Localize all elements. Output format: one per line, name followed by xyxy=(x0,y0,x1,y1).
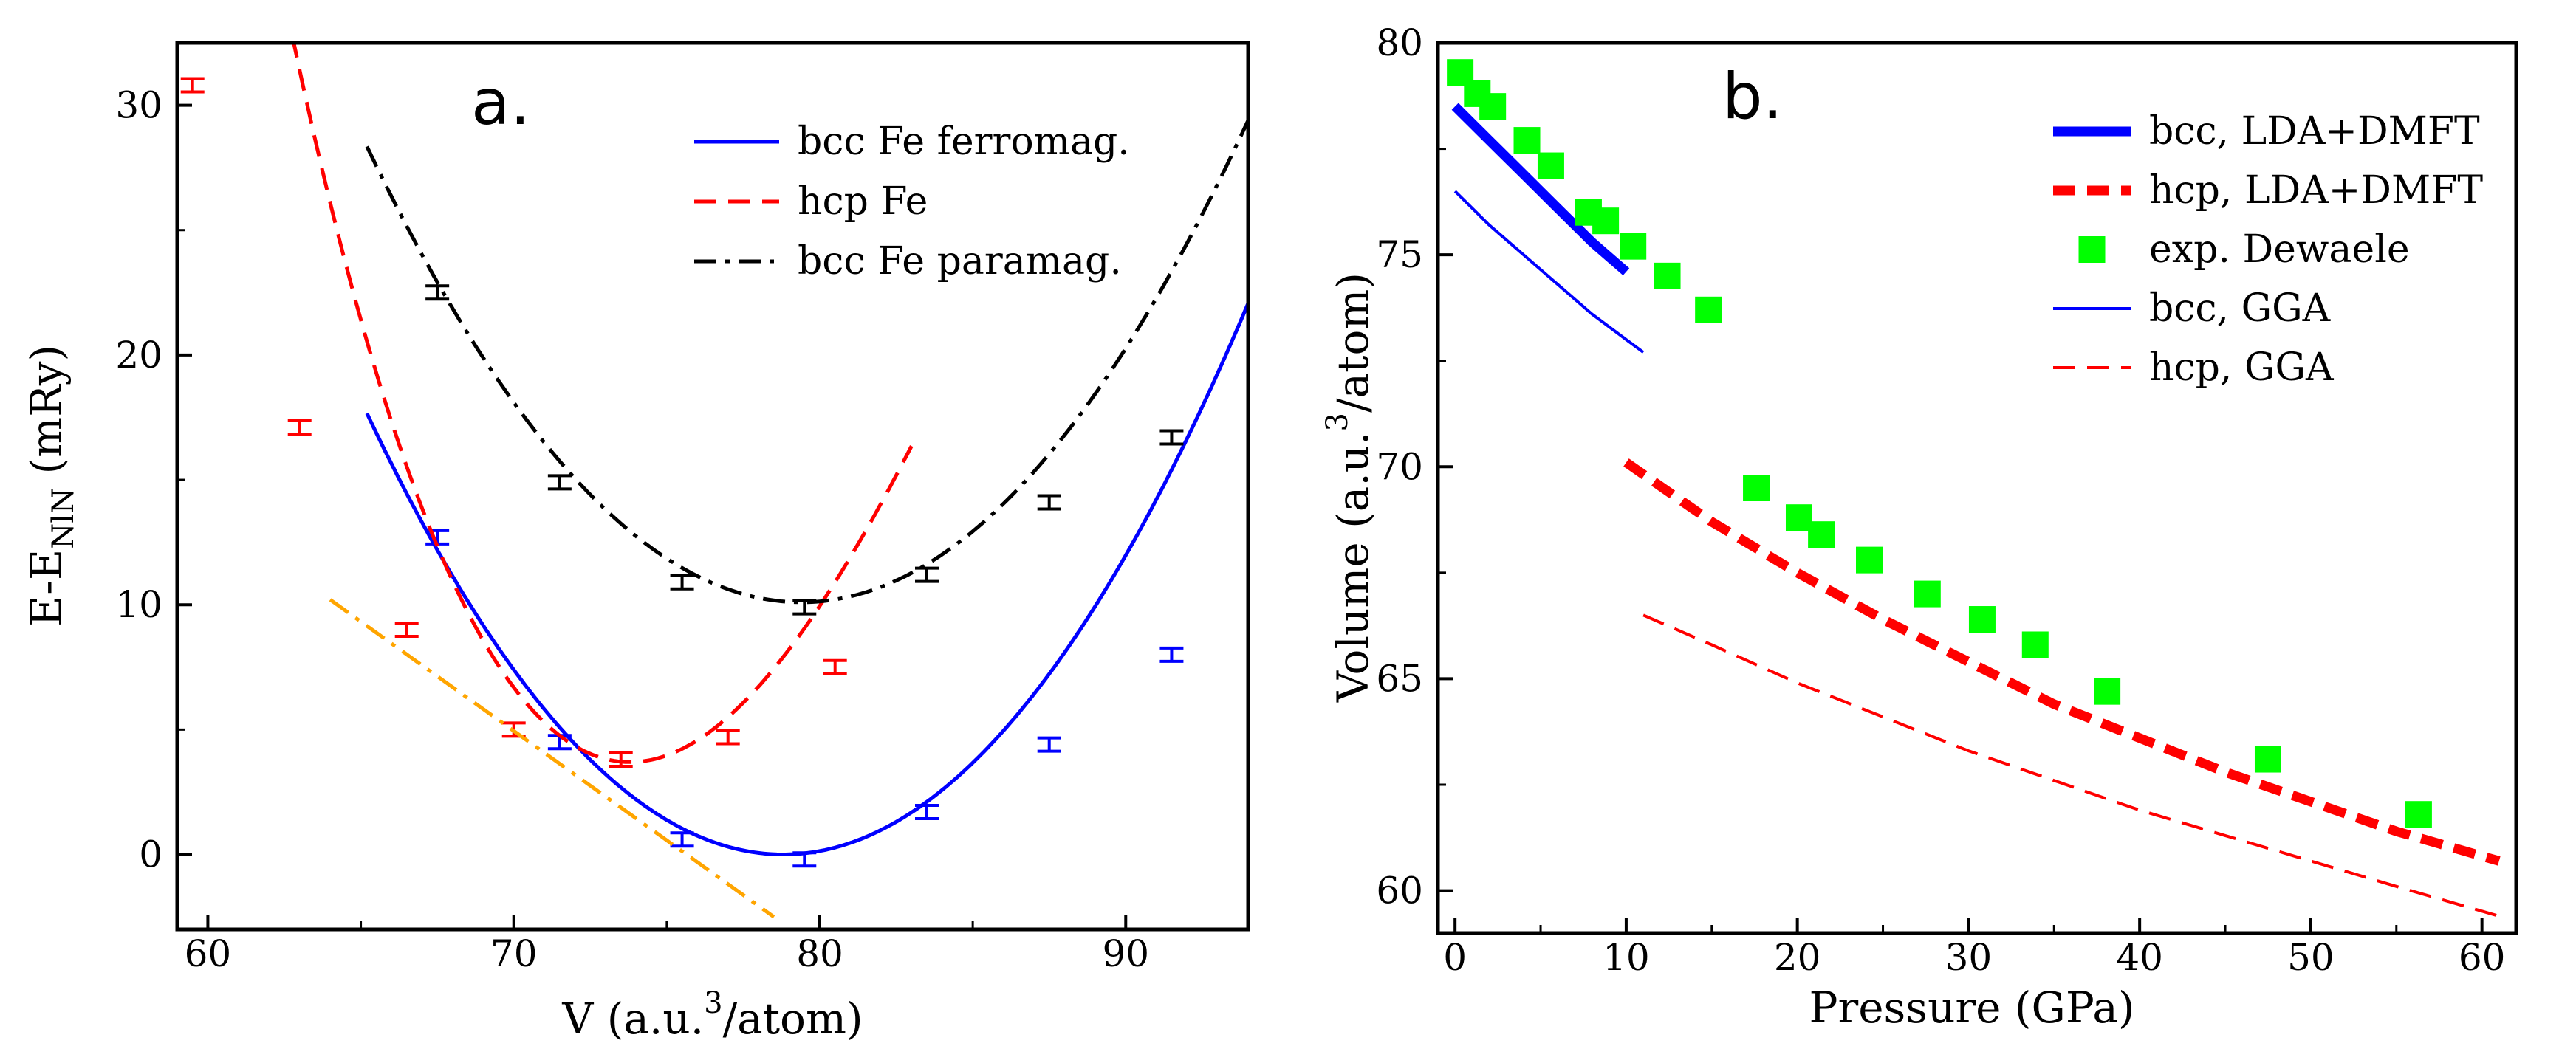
legend-entry-bcc-fe-ferromag: bcc Fe ferromag. xyxy=(694,120,1130,164)
data-point-exp-dewaele xyxy=(1743,475,1770,501)
panel-b: 0 10 20 30 40 50 60 60 65 70 75 80 b. bcc, LDA+DMFT… xyxy=(1320,21,2518,1033)
legend-entry-hcp-fe: hcp Fe xyxy=(694,179,928,224)
series-line-hcp-lda-dmft xyxy=(1623,458,2501,866)
data-point-bcc-fe-ferromag xyxy=(670,831,694,848)
x-tick-label: 0 xyxy=(1443,936,1467,979)
panel-a-legend: bcc Fe ferromag. hcp Fe bcc Fe paramag. xyxy=(694,120,1130,283)
legend-label-hcp-fe: hcp Fe xyxy=(798,179,928,224)
data-point-hcp-fe xyxy=(823,658,847,675)
x-tick-label: 40 xyxy=(2116,936,2163,979)
data-point-bcc-fe-ferromag xyxy=(1159,646,1184,663)
data-point-hcp-fe xyxy=(394,622,419,639)
legend-label-bcc-lda-dmft: bcc, LDA+DMFT xyxy=(2149,109,2480,154)
panel-b-legend: bcc, LDA+DMFT hcp, LDA+DMFT exp. Dewaele bc… xyxy=(2053,109,2483,390)
panel-a-ylabel: E-ENlN (mRy) xyxy=(21,345,80,627)
data-point-exp-dewaele xyxy=(1914,580,1941,608)
data-point-exp-dewaele xyxy=(1695,296,1722,323)
panel-a-frame xyxy=(175,41,1250,932)
data-point-hcp-fe xyxy=(180,77,205,94)
x-tick-label: 60 xyxy=(2459,936,2506,979)
x-tick-label: 30 xyxy=(1945,936,1993,979)
panel-a-letter: a. xyxy=(471,66,530,140)
data-point-exp-dewaele xyxy=(1785,504,1812,532)
series-line-bcc-lda-dmft xyxy=(1451,103,1630,276)
x-tick-label: 80 xyxy=(796,932,843,975)
panel-a: 60 70 80 90 0 10 20 30 a. bcc Fe ferromag. hcp F… xyxy=(21,41,1250,1044)
legend-label-hcp-lda-dmft: hcp, LDA+DMFT xyxy=(2149,168,2483,213)
data-point-bcc-fe-ferromag xyxy=(1037,736,1061,753)
data-point-bcc-fe-ferromag xyxy=(792,851,817,868)
data-point-exp-dewaele xyxy=(2021,631,2049,658)
x-tick-label: 60 xyxy=(185,932,232,975)
series-line-bcc-fe-paramag xyxy=(365,120,1248,605)
data-point-bcc-fe-paramag xyxy=(1037,494,1061,511)
data-point-exp-dewaele xyxy=(1856,546,1883,574)
x-tick-label: 50 xyxy=(2287,936,2334,979)
data-point-exp-dewaele xyxy=(2094,678,2121,705)
series-group xyxy=(180,43,1248,919)
legend-label-bcc-fe-ferromag: bcc Fe ferromag. xyxy=(798,120,1130,164)
y-tick-label: 60 xyxy=(1376,870,1423,912)
legend-label-exp-dewaele: exp. Dewaele xyxy=(2149,227,2410,272)
data-point-exp-dewaele xyxy=(1592,207,1620,235)
data-point-bcc-fe-paramag xyxy=(1159,429,1184,446)
data-point-bcc-fe-ferromag xyxy=(915,803,939,820)
panel-b-xlabel: Pressure (GPa) xyxy=(1809,983,2134,1033)
data-point-exp-dewaele xyxy=(1808,521,1835,548)
panel-b-letter: b. xyxy=(1722,60,1783,134)
y-tick-label: 0 xyxy=(139,833,162,876)
data-point-bcc-fe-paramag xyxy=(670,574,694,591)
panel-b-ylabel: Volume (a.u.3/atom) xyxy=(1320,272,1378,703)
data-point-hcp-fe xyxy=(716,729,740,746)
panel-b-frame xyxy=(1436,41,2518,935)
y-tick-label: 30 xyxy=(115,84,162,127)
y-tick-label: 20 xyxy=(115,334,162,376)
legend-entry-bcc-fe-paramag: bcc Fe paramag. xyxy=(694,239,1122,283)
data-point-exp-dewaele xyxy=(1513,127,1541,154)
data-point-exp-dewaele xyxy=(2254,746,2281,773)
x-tick-label: 20 xyxy=(1774,936,1821,979)
series-group xyxy=(1447,59,2501,918)
legend-entry-bcc-gga: bcc, GGA xyxy=(2053,286,2332,331)
data-point-exp-dewaele xyxy=(2405,801,2432,828)
y-tick-label: 75 xyxy=(1376,233,1423,276)
legend-entry-hcp-gga: hcp, GGA xyxy=(2053,345,2334,390)
data-point-bcc-fe-paramag xyxy=(547,474,572,491)
y-tick-label: 10 xyxy=(115,583,162,626)
panel-b-plot-area xyxy=(1447,59,2501,918)
y-tick-label: 65 xyxy=(1376,657,1423,700)
legend-label-hcp-gga: hcp, GGA xyxy=(2149,345,2334,390)
legend-label-bcc-gga: bcc, GGA xyxy=(2149,286,2332,331)
legend-swatch-exp-dewaele xyxy=(2078,236,2106,263)
data-point-exp-dewaele xyxy=(1620,233,1647,260)
data-point-hcp-fe xyxy=(287,419,312,436)
data-point-exp-dewaele xyxy=(1537,152,1564,179)
panel-a-xlabel: V (a.u.3/atom) xyxy=(561,986,863,1044)
x-tick-label: 90 xyxy=(1102,932,1149,975)
legend-entry-hcp-lda-dmft: hcp, LDA+DMFT xyxy=(2053,168,2483,213)
x-tick-label: 10 xyxy=(1603,936,1650,979)
data-point-hcp-fe xyxy=(609,751,633,768)
panel-a-plot-area xyxy=(180,43,1248,919)
data-point-bcc-fe-paramag xyxy=(425,284,450,301)
data-point-bcc-fe-paramag xyxy=(792,599,817,616)
legend-entry-bcc-lda-dmft: bcc, LDA+DMFT xyxy=(2053,109,2480,154)
y-tick-label: 70 xyxy=(1376,445,1423,488)
data-point-exp-dewaele xyxy=(1479,93,1507,120)
panel-a-ticks: 60 70 80 90 0 10 20 30 xyxy=(115,84,1149,975)
y-tick-label: 80 xyxy=(1376,21,1423,64)
series-line-hcp-gga xyxy=(1642,613,2500,918)
series-line-guide-line xyxy=(329,598,775,919)
legend-label-bcc-fe-paramag: bcc Fe paramag. xyxy=(798,239,1122,283)
data-point-exp-dewaele xyxy=(1968,606,1996,633)
data-point-bcc-fe-paramag xyxy=(915,566,939,583)
legend-entry-exp-dewaele: exp. Dewaele xyxy=(2078,227,2410,272)
series-line-bcc-gga xyxy=(1453,190,1645,354)
data-point-exp-dewaele xyxy=(1654,262,1681,289)
series-line-hcp-fe xyxy=(292,43,914,764)
panel-b-ticks: 0 10 20 30 40 50 60 60 65 70 75 80 xyxy=(1376,21,2505,979)
x-tick-label: 70 xyxy=(490,932,538,975)
